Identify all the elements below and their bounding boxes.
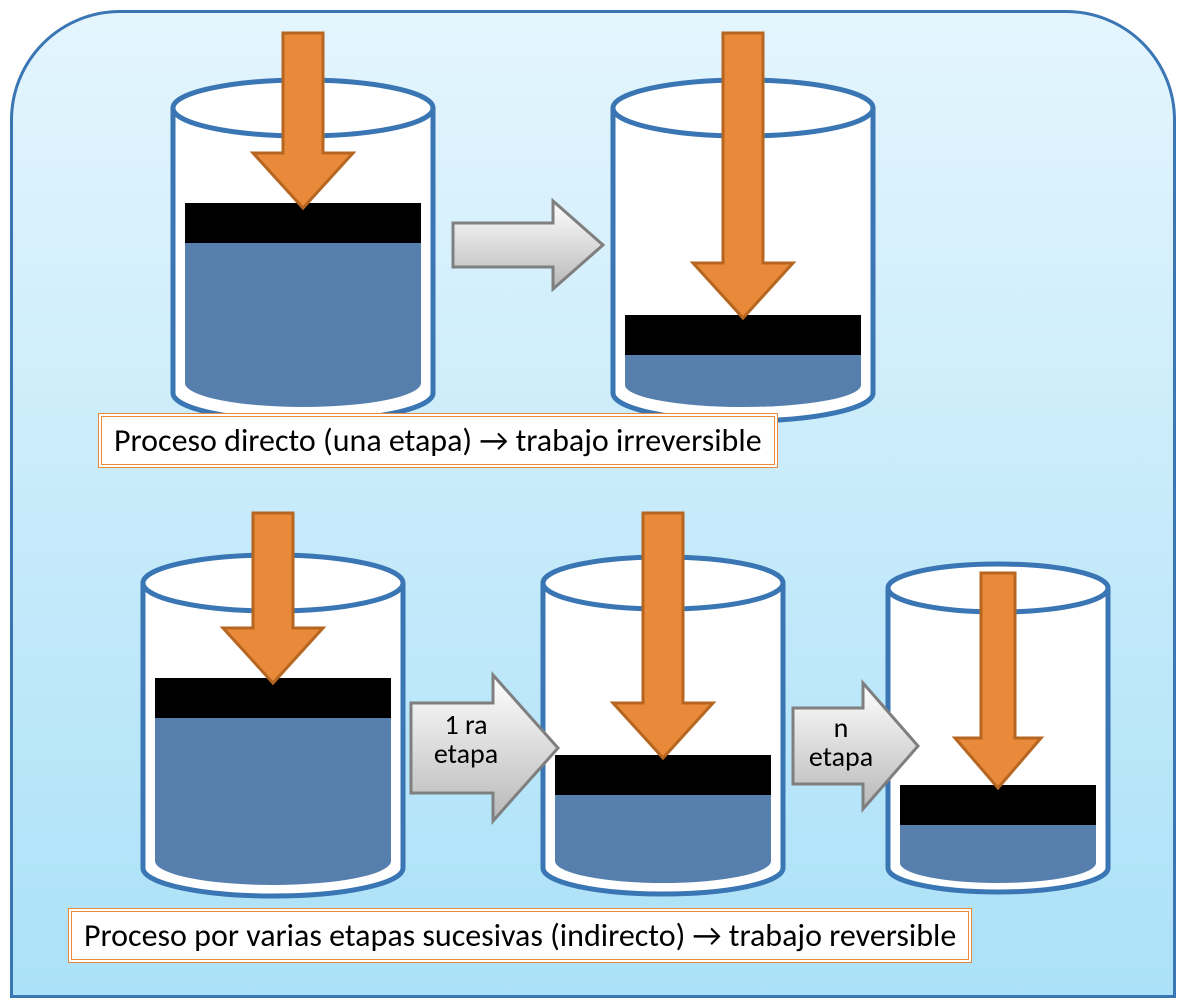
- cylinder-top-right: [613, 33, 873, 421]
- diagram-panel: Proceso directo (una etapa) → trabajo ir…: [10, 10, 1176, 998]
- cylinder-bottom-right: [888, 564, 1108, 892]
- caption-indirect-process: Proceso por varias etapas sucesivas (ind…: [68, 908, 972, 963]
- cylinder-bottom-mid: [543, 513, 783, 894]
- cylinder-top-left: [173, 33, 433, 421]
- caption-direct-process: Proceso directo (una etapa) → trabajo ir…: [98, 413, 778, 468]
- cylinder-bottom-left: [143, 513, 403, 896]
- step-label-first: 1 raetapa: [426, 710, 506, 769]
- step-label-n: netapa: [806, 713, 876, 772]
- step-arrow-icon: [453, 201, 603, 289]
- diagram-svg: [13, 13, 1173, 995]
